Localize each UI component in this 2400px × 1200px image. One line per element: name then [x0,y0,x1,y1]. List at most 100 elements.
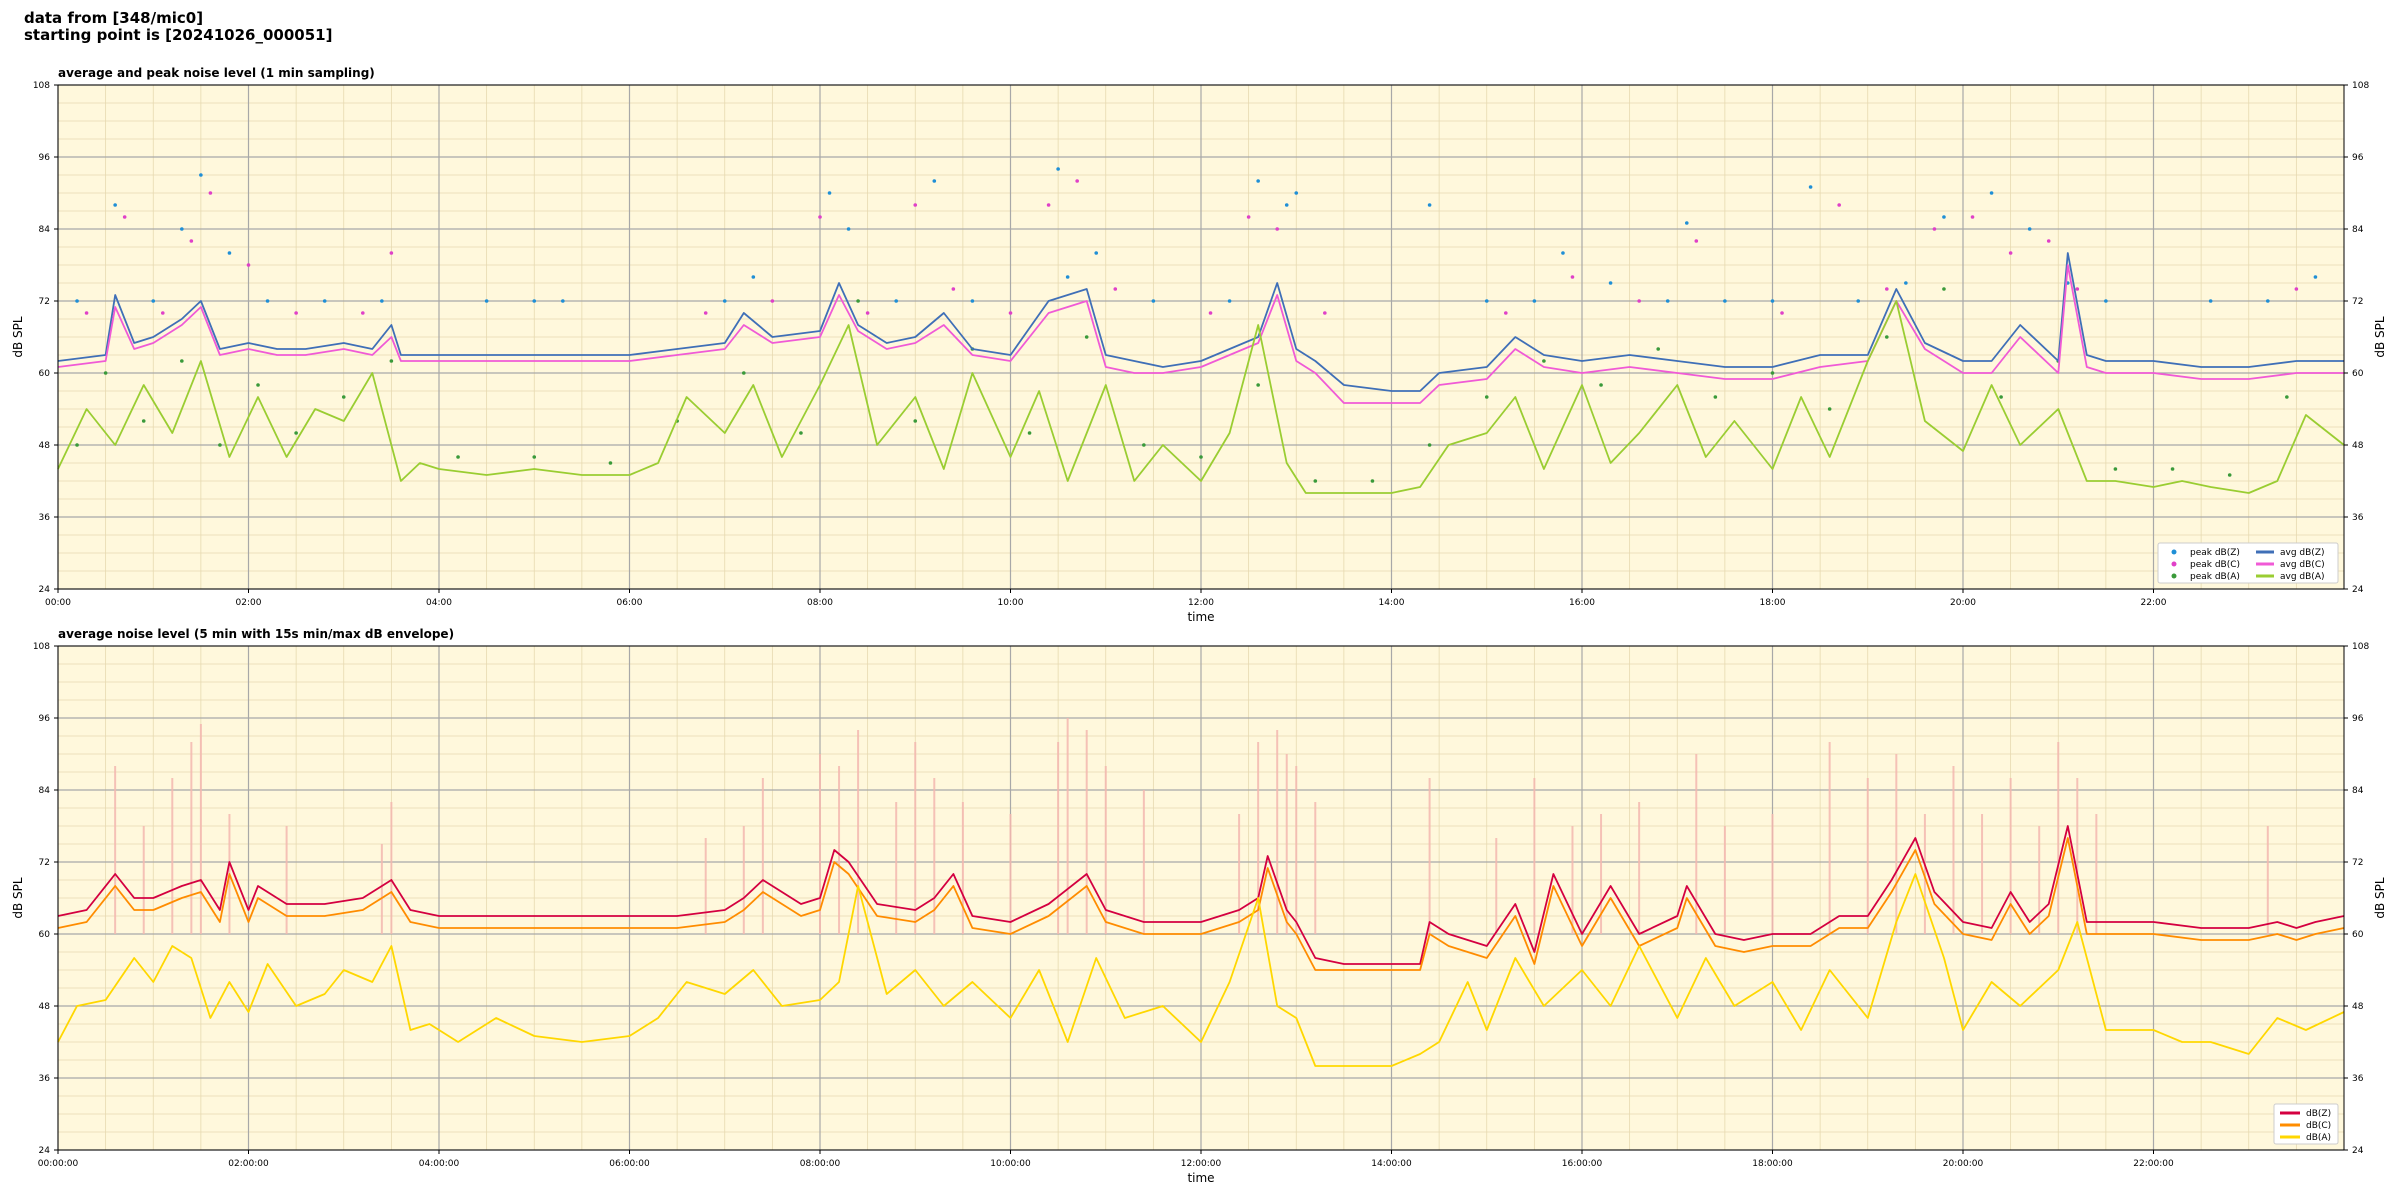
legend-label: dB(Z) [2306,1109,2331,1119]
data-point-peak-db-a [1256,383,1260,387]
legend-label: peak dB(C) [2190,560,2240,570]
y-axis-label-left: dB SPL [11,316,25,358]
data-point-peak-db-a [1885,335,1889,339]
data-point-peak-db-c [2008,251,2013,255]
data-point-peak-db-z [722,299,727,303]
x-tick-label: 14:00:00 [1371,1159,1412,1169]
y-tick-label-right: 48 [2352,441,2364,451]
data-point-peak-db-a [532,455,537,459]
y-tick-label-left: 84 [39,786,51,796]
data-point-peak-db-c [160,311,165,315]
data-point-peak-db-z [1056,167,1060,171]
x-tick-label: 08:00:00 [800,1159,841,1169]
data-point-peak-db-a [1827,407,1832,411]
y-tick-label-right: 48 [2352,1002,2364,1012]
y-tick-label-right: 84 [2352,225,2364,235]
data-point-peak-db-z [2104,299,2108,303]
data-point-peak-db-z [265,299,270,303]
data-point-peak-db-c [1008,311,1013,315]
data-point-peak-db-z [1484,299,1489,303]
x-tick-label: 00:00:00 [38,1159,79,1169]
data-point-peak-db-a [1199,455,1203,459]
legend-label: peak dB(Z) [2190,548,2240,558]
data-point-peak-db-c [361,311,365,315]
data-point-peak-db-c [1075,179,1079,183]
y-tick-label-right: 72 [2352,858,2363,868]
data-point-peak-db-z [2208,299,2213,303]
data-point-peak-db-z [1904,281,1908,285]
data-point-peak-db-z [1770,299,1775,303]
chart-1: 24 24 36 36 48 48 60 60 72 72 84 84 96 96 108 108 00:00 0… [11,66,2387,624]
data-point-peak-db-a [389,359,394,363]
chart-2: 24 24 36 36 48 48 60 60 72 72 84 84 96 96 108 108 00:00:… [11,627,2387,1185]
data-point-peak-db-a [180,359,184,363]
data-point-peak-db-a [218,443,222,447]
y-tick-label-right: 24 [2352,1146,2364,1156]
x-tick-label: 22:00:00 [2133,1159,2174,1169]
data-point-peak-db-z [532,299,537,303]
y-axis-label-right: dB SPL [2373,316,2387,358]
data-point-peak-db-c [1246,215,1251,219]
y-tick-label-left: 96 [39,714,51,724]
data-point-peak-db-a [456,455,460,459]
legend-label: dB(C) [2306,1121,2331,1131]
y-tick-label-right: 72 [2352,297,2363,307]
legend-label: avg dB(C) [2280,560,2325,570]
data-point-peak-db-z [151,299,156,303]
data-point-peak-db-z [1684,221,1689,225]
data-point-peak-db-z [751,275,756,279]
x-tick-label: 10:00:00 [990,1159,1031,1169]
data-point-peak-db-z [1856,299,1861,303]
x-tick-label: 04:00:00 [419,1159,460,1169]
x-tick-label: 18:00:00 [1752,1159,1793,1169]
data-point-peak-db-z [1294,191,1299,195]
x-tick-label: 06:00 [617,598,643,608]
x-tick-label: 12:00:00 [1181,1159,1222,1169]
data-point-peak-db-z [322,299,327,303]
legend-label: peak dB(A) [2190,572,2240,582]
data-point-peak-db-z [1094,251,1099,255]
data-point-peak-db-a [1542,359,1546,363]
data-point-peak-db-a [1027,431,1032,435]
y-tick-label-left: 96 [39,153,51,163]
data-point-peak-db-a [256,383,260,387]
x-tick-label: 02:00 [236,598,262,608]
data-point-peak-db-a [1713,395,1718,399]
data-point-peak-db-a [2285,395,2289,399]
data-point-peak-db-c [189,239,194,243]
y-tick-label-left: 72 [39,858,50,868]
data-point-peak-db-a [799,431,803,435]
data-point-peak-db-a [1599,383,1603,387]
legend: dB(Z) dB(C) dB(A) [2273,1103,2339,1145]
data-point-peak-db-c [389,251,394,255]
data-point-peak-db-z [1942,215,1946,219]
data-point-peak-db-a [103,371,108,375]
header-source: data from [348/mic0] [24,9,204,27]
legend: peak dB(Z) peak dB(C) peak dB(A) avg dB(Z) a… [2157,542,2339,584]
data-point-peak-db-z [113,203,117,207]
series-line-db-a [57,873,2345,1067]
data-point-peak-db-c [1637,299,1641,303]
data-point-peak-db-a [608,461,613,465]
data-point-peak-db-a [341,395,346,399]
data-point-peak-db-a [1370,479,1375,483]
y-tick-label-right: 96 [2352,714,2364,724]
series-line-avg-db-c [57,264,2344,404]
data-point-peak-db-z [1151,299,1156,303]
chart-title: average and peak noise level (1 min samp… [58,66,375,80]
x-axis-label: time [1187,1171,1214,1185]
data-point-peak-db-z [1561,251,1565,255]
y-tick-label-left: 48 [39,441,51,451]
data-point-peak-db-z [180,227,184,231]
y-tick-label-left: 24 [39,1146,51,1156]
data-point-peak-db-a [1427,443,1432,447]
data-point-peak-db-c [770,299,775,303]
x-tick-label: 12:00 [1188,598,1214,608]
data-point-peak-db-c [865,311,870,315]
data-point-peak-db-z [1665,299,1670,303]
x-axis-label: time [1187,610,1214,624]
x-tick-label: 04:00 [426,598,452,608]
data-point-peak-db-a [1999,395,2003,399]
data-point-peak-db-a [742,371,746,375]
